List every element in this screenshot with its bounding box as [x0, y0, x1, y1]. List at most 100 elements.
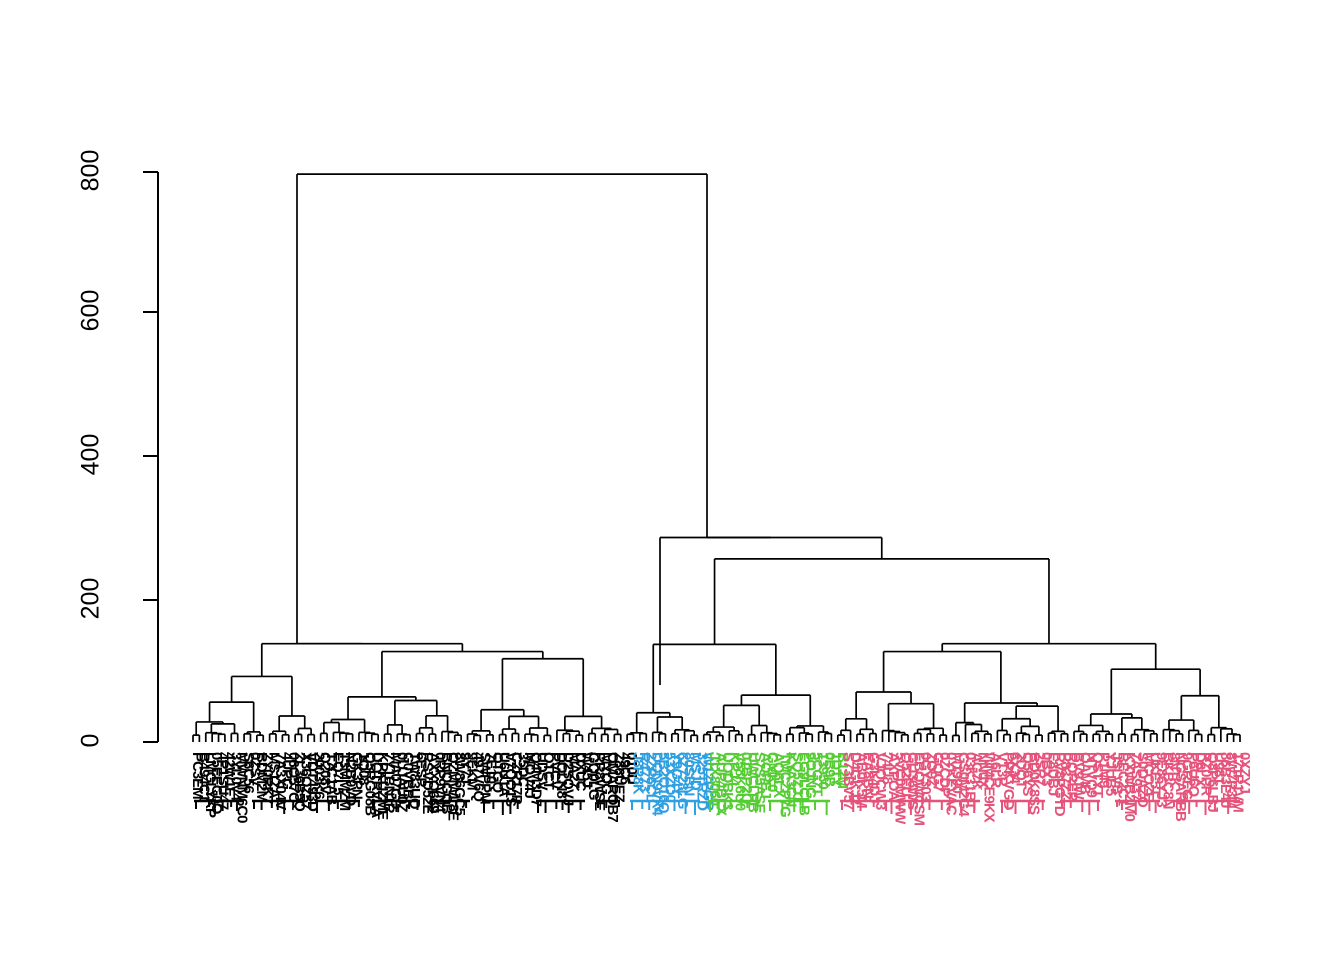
leaf-label: CZR17P: [508, 752, 525, 805]
leaf-label: 0BX3: [1038, 752, 1055, 786]
leaf-label: 9GREG: [1179, 752, 1196, 800]
leaf-label: 5B2O16Q: [655, 752, 672, 814]
leaf-label: BKBC8N: [1159, 752, 1176, 809]
leaf-label: ZO9Z: [923, 752, 940, 787]
leaf-label: NN0X: [974, 752, 991, 789]
leaf-label: M1990: [949, 752, 966, 794]
leaf-label: KPJ4: [725, 752, 742, 787]
leaf-label: 7E10: [483, 752, 500, 784]
leaf-label: 05EEG0O: [208, 752, 225, 815]
leaf-label: GK3PN: [349, 752, 366, 799]
leaf-label: SWPPM: [476, 752, 493, 804]
leaf-label: Q52EU: [898, 752, 915, 796]
leaf-label: J8R8K: [630, 752, 647, 795]
y-axis-label-800: 800: [76, 149, 105, 192]
leaf-label: BDM2M: [253, 752, 270, 803]
leaf-label: 9EKM: [464, 752, 481, 790]
leaf-label: 8W7P3M: [1223, 752, 1240, 808]
leaf-label: 6ESP: [412, 752, 429, 787]
leaf-label: 9OJNG: [802, 752, 819, 798]
leaf-label: 4P1SU47: [215, 752, 232, 810]
leaf-label: 9Y7J: [457, 752, 474, 784]
leaf-label: 0UJAU0Z: [393, 752, 410, 813]
leaf-label: R4773: [636, 752, 653, 792]
leaf-label: SQ5ZJ1: [789, 752, 806, 803]
leaf-label: VDT493D: [304, 752, 321, 812]
leaf-label: OTGQ: [489, 752, 506, 793]
leaf-label: 0B9B: [821, 752, 838, 788]
leaf-label: 86B3E4J: [1217, 752, 1234, 808]
leaf-label: ZY0RK7: [259, 752, 276, 804]
leaf-label: J1X8060: [706, 752, 723, 806]
leaf-label: 6X34: [1006, 752, 1023, 785]
leaf-label: T3MMZM: [336, 752, 353, 811]
leaf-label: 0ZCDP: [936, 752, 953, 797]
leaf-label: 06O57C: [285, 752, 302, 803]
leaf-label: KPKUZME: [374, 752, 391, 820]
leaf-label: Q208V: [317, 752, 334, 795]
leaf-label: 53XZO0: [661, 752, 678, 803]
y-axis: [143, 170, 160, 744]
leaf-label: Z86UEZ: [610, 752, 627, 803]
leaf-label: MYOG: [598, 752, 615, 794]
leaf-label: P837ZZ: [1057, 752, 1074, 800]
leaf-label: W45J: [578, 752, 595, 788]
leaf-label: 3YL0V4: [227, 752, 244, 802]
leaf-label: 4UPG: [278, 752, 295, 789]
leaf-label: MA27: [566, 752, 583, 789]
y-axis-label-0: 0: [76, 733, 105, 748]
leaf-label: D6LX: [1191, 752, 1208, 787]
leaf-label: OAMB: [1076, 752, 1093, 795]
leaf-label: RR8WSE: [591, 752, 608, 811]
y-axis-label-400: 400: [76, 433, 105, 476]
leaf-label: 49C6: [617, 752, 634, 785]
leaf-label: 74U8: [878, 752, 895, 785]
leaf-label: S7S5ASE: [751, 752, 768, 814]
leaf-label: UWCLPB: [744, 752, 761, 813]
leaf-label: YJUB5: [1102, 752, 1119, 796]
leaf-label: KXWBZM0: [1121, 752, 1138, 821]
leaf-label: WMCE9KX: [981, 752, 998, 823]
leaf-label: 6Z728LG: [674, 752, 691, 809]
leaf-label: S6C56: [240, 752, 257, 794]
y-axis-label-600: 600: [76, 289, 105, 332]
leaf-tick-band: [194, 799, 1240, 815]
leaf-label: MCOZE: [1140, 752, 1157, 802]
leaf-label: 5CG7T: [808, 752, 825, 796]
leaf-label: G3L4DJ: [866, 752, 883, 803]
leaf-label: D2SQVJ: [559, 752, 576, 806]
leaf-label: 497V6Q: [470, 752, 487, 802]
leaf-label: EA8BN: [859, 752, 876, 798]
leaf-label: OMAROB7: [604, 752, 621, 822]
leaf-label: QSTYT: [1089, 752, 1106, 798]
leaf-label: RSVD52E: [419, 752, 436, 814]
leaf-label: OTCT: [540, 752, 557, 790]
leaf-label: AB0K5M: [853, 752, 870, 808]
leaf-label: PC3EM: [189, 752, 206, 799]
leaf-label: 0ZSV: [246, 752, 263, 787]
leaf-label: U6U1A: [495, 752, 512, 797]
leaf-label: BD0K8SS: [1025, 752, 1042, 815]
leaf-label: B494C1: [195, 752, 212, 802]
leaf-label: 8W86GC5: [451, 752, 468, 816]
leaf-label: Q8P6LBJ: [1204, 752, 1221, 812]
leaf-label: 5VC0MWW: [891, 752, 908, 825]
dendrogram-tree: [192, 173, 1241, 742]
leaf-label: AXPOA: [885, 752, 902, 802]
leaf-label: S0DAZO: [1134, 752, 1151, 808]
leaf-label: 01BP2Q: [738, 752, 755, 805]
leaf-label: NGSARBB: [1172, 752, 1189, 822]
leaf-label: 9E86YJ3: [1153, 752, 1170, 807]
leaf-label: 8NTK: [1166, 752, 1183, 788]
leaf-label: E8DBJ: [1044, 752, 1061, 796]
leaf-label: V58K6U0: [732, 752, 749, 811]
leaf-label: DOLN8: [553, 752, 570, 798]
leaf-label: 0XZYJ: [1236, 752, 1253, 794]
leaf-label: T7C1AB: [323, 752, 340, 806]
leaf-label: UKE5T: [1147, 752, 1164, 797]
leaf-label: 1DTY: [827, 752, 844, 787]
leaf-label: D4GKJ2: [847, 752, 864, 805]
